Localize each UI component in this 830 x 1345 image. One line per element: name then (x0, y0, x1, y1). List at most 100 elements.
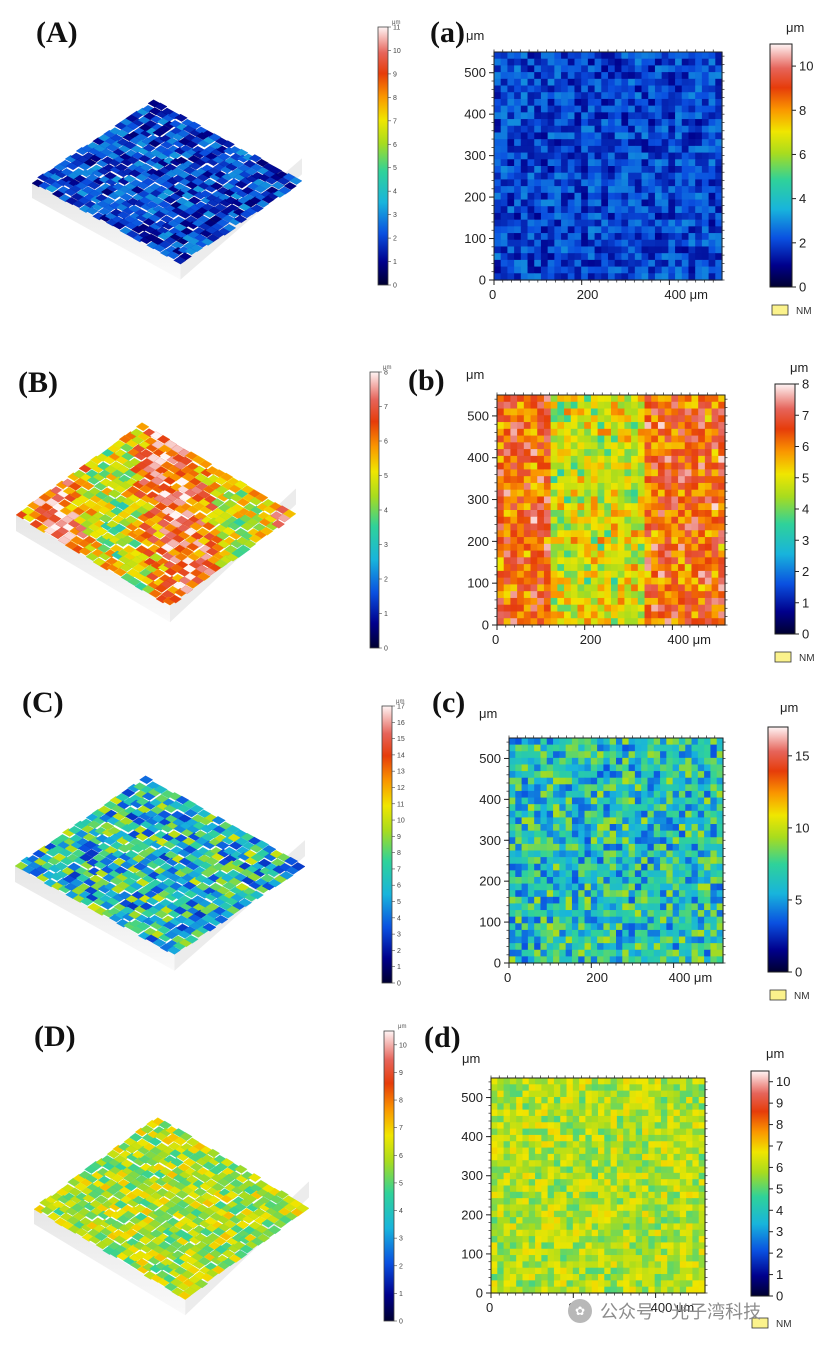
heatmap-cell (688, 139, 696, 147)
colorbar-3d-tick-label: 0 (393, 283, 397, 290)
heatmap-cell (559, 751, 567, 759)
y-tick-label: 0 (479, 273, 486, 288)
heatmap-cell (515, 790, 523, 799)
heatmap-cell (648, 199, 656, 207)
surface-cell (261, 195, 275, 204)
heatmap-cell (660, 751, 667, 759)
heatmap-cell (581, 132, 589, 140)
heatmap-cell (559, 804, 567, 812)
heatmap-cell (617, 557, 626, 565)
heatmap-cell (718, 530, 726, 538)
heatmap-cell (657, 611, 666, 619)
surface-cell (107, 489, 122, 499)
heatmap-cell (603, 744, 611, 752)
heatmap-cell (701, 199, 710, 207)
heatmap-cell (546, 757, 554, 766)
heatmap-cell (641, 804, 649, 812)
heatmap-cell (553, 896, 560, 905)
heatmap-cell (510, 476, 518, 484)
heatmap-cell (565, 777, 573, 785)
heatmap-cell (708, 206, 716, 214)
heatmap-cell (527, 738, 535, 746)
heatmap-cell (672, 876, 680, 885)
heatmap-cell (628, 253, 636, 261)
heatmap-cell (684, 469, 693, 477)
heatmap-cell (664, 604, 672, 613)
heatmap-cell (494, 226, 502, 234)
heatmap-cell (715, 78, 723, 87)
heatmap-cell (590, 395, 599, 403)
heatmap-cell (530, 604, 538, 613)
heatmap-cell (609, 883, 617, 891)
heatmap-cell (557, 543, 565, 552)
heatmap-cell (718, 557, 726, 565)
heatmap-cell (701, 233, 710, 241)
heatmap-cell (559, 764, 567, 772)
heatmap-cell (523, 584, 532, 592)
heatmap-cell (547, 139, 555, 147)
heatmap-cell (657, 449, 666, 457)
heatmap-cell (628, 166, 636, 174)
heatmap-cell (697, 744, 705, 752)
heatmap-cell (621, 166, 629, 174)
heatmap-cell (578, 810, 586, 819)
heatmap-cell (617, 395, 626, 403)
heatmap-cell (546, 870, 554, 878)
heatmap-cell (691, 611, 699, 619)
heatmap-cell (565, 830, 573, 838)
heatmap-cell (530, 530, 538, 538)
heatmap-cell (651, 469, 659, 477)
heatmap-cell (715, 159, 723, 167)
heatmap-cell (621, 78, 629, 87)
heatmap-cell (565, 870, 573, 878)
heatmap-cell (695, 65, 703, 73)
heatmap-cell (644, 476, 652, 484)
heatmap-cell (597, 496, 605, 504)
heatmap-cell (601, 105, 609, 113)
heatmap-cell (648, 52, 656, 60)
heatmap-cell (631, 584, 639, 592)
heatmap-cell (597, 604, 605, 613)
heatmap-cell (681, 233, 690, 241)
heatmap-cell (590, 496, 599, 504)
heatmap-cell (590, 757, 598, 766)
heatmap-cell (564, 577, 572, 586)
heatmap-cell (688, 85, 696, 93)
heatmap-cell (675, 92, 683, 100)
heatmap-cell (691, 550, 699, 558)
heatmap-cell (710, 751, 718, 759)
heatmap-cell (557, 557, 565, 565)
heatmap-cell (644, 462, 652, 471)
heatmap-cell (637, 516, 646, 525)
heatmap-cell (543, 523, 552, 531)
heatmap-cell (710, 830, 718, 838)
heatmap-cell (681, 58, 690, 67)
heatmap-cell (601, 212, 609, 221)
heatmap-cell (698, 557, 706, 565)
heatmap-cell (564, 523, 572, 531)
heatmap-cell (514, 186, 522, 194)
heatmap-cell (510, 564, 518, 572)
heatmap-cell (628, 119, 636, 127)
heatmap-cell (678, 817, 686, 825)
heatmap-cell (678, 455, 686, 464)
colorbar-3d-tick-label: 12 (397, 785, 405, 792)
heatmap-cell (515, 817, 523, 825)
heatmap-cell (594, 85, 602, 93)
heatmap-cell (577, 591, 585, 599)
heatmap-cell (678, 883, 686, 891)
heatmap-cell (675, 65, 683, 73)
heatmap-cell (715, 253, 723, 261)
heatmap-cell (557, 422, 565, 430)
heatmap-cell (660, 883, 667, 891)
heatmap-cell (654, 159, 663, 167)
heatmap-cell (697, 876, 705, 885)
surface-cell (168, 594, 182, 604)
heatmap-cell (584, 817, 592, 825)
heatmap-cell (701, 145, 710, 154)
heatmap-cell (675, 139, 683, 147)
heatmap-cell (514, 125, 522, 134)
heatmap-cell (715, 219, 723, 227)
heatmap-cell (604, 597, 612, 606)
heatmap-cell (500, 98, 509, 107)
